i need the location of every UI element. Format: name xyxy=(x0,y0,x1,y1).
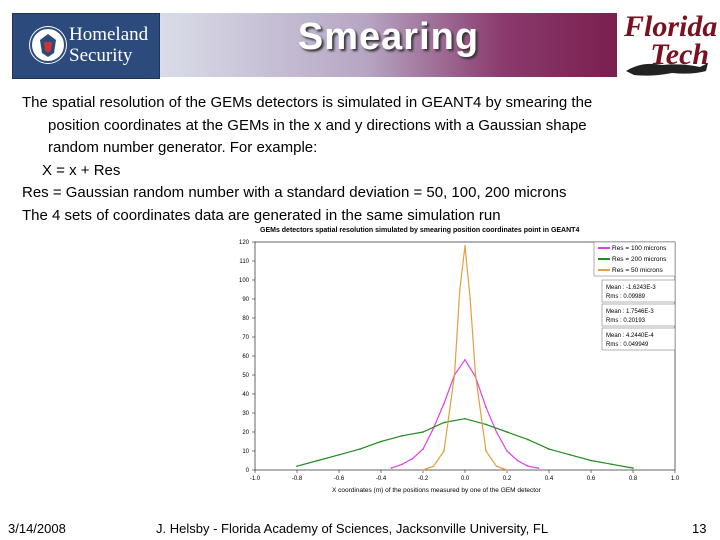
series-point-1 xyxy=(590,459,592,462)
y-tick-label: 20 xyxy=(242,430,249,436)
series-point-1 xyxy=(527,438,529,441)
x-tick-label: 1.0 xyxy=(671,476,680,482)
y-tick-label: 80 xyxy=(242,316,249,322)
body-line-6: The 4 sets of coordinates data are gener… xyxy=(22,206,501,224)
slide-title: Smearing xyxy=(297,16,480,58)
body-line-5: Res = Gaussian random number with a stan… xyxy=(22,184,567,201)
series-point-2 xyxy=(495,465,498,467)
series-point-2 xyxy=(485,450,487,452)
y-tick-label: 40 xyxy=(242,392,249,398)
body-line-1: The spatial resolution of the GEMs detec… xyxy=(22,94,593,111)
series-point-1 xyxy=(359,448,361,450)
series-point-0 xyxy=(422,448,424,450)
x-tick-label: -0.6 xyxy=(334,476,345,482)
y-tick-label: 50 xyxy=(242,373,249,379)
series-point-0 xyxy=(506,450,508,452)
series-point-1 xyxy=(422,431,424,433)
stats-rms-200: Rms : 0.20193 xyxy=(606,318,646,324)
y-tick-label: 0 xyxy=(246,468,250,474)
y-tick-label: 110 xyxy=(239,259,249,265)
series-point-1 xyxy=(464,417,466,420)
series-line-1 xyxy=(296,418,634,469)
series-point-2 xyxy=(506,469,508,471)
y-tick-label: 10 xyxy=(242,449,249,455)
series-point-2 xyxy=(432,465,435,467)
series-point-2 xyxy=(453,374,456,376)
y-tick-label: 120 xyxy=(239,240,250,246)
series-point-1 xyxy=(611,463,613,466)
stats-boxes: Mean : -1.6243E-3 Rms : 0.09989 Mean : 1… xyxy=(601,279,676,351)
series-point-0 xyxy=(485,406,487,409)
x-tick-label: -0.4 xyxy=(376,476,387,482)
series-point-1 xyxy=(632,467,634,469)
series-point-0 xyxy=(495,431,498,433)
title-banner xyxy=(160,13,617,77)
body-line-3: random number generator. For example: xyxy=(48,139,318,156)
series-point-0 xyxy=(390,467,393,469)
series-point-1 xyxy=(401,435,403,437)
legend: Res = 100 microns Res = 200 microns Res … xyxy=(593,241,676,277)
x-tick-label: -1.0 xyxy=(250,476,261,482)
series-point-2 xyxy=(464,245,466,247)
x-tick-label: -0.2 xyxy=(418,476,429,482)
stats-rms-50: Rms : 0.049949 xyxy=(606,342,649,348)
y-tick-label: 100 xyxy=(239,278,250,284)
series-point-0 xyxy=(401,463,403,466)
chart-title: GEMs detectors spatial resolution simula… xyxy=(260,227,579,234)
homeland-security-wordmark: Homeland Security xyxy=(69,24,149,66)
x-tick-label: 0.0 xyxy=(461,476,470,482)
series-point-2 xyxy=(422,469,424,471)
series-point-0 xyxy=(464,359,466,361)
florida-tech-logo: Florida Tech xyxy=(618,10,718,79)
resolution-histogram-chart: GEMs detectors spatial resolution simula… xyxy=(239,227,680,494)
legend-entry-50: Res = 50 microns xyxy=(612,267,664,274)
series-point-1 xyxy=(338,454,340,456)
series-point-1 xyxy=(443,421,445,424)
florida-tech-wordmark: Florida Tech xyxy=(624,10,718,71)
stats-mean-200: Mean : 1.7546E-3 xyxy=(606,309,654,315)
panther-icon xyxy=(626,63,708,76)
series-point-2 xyxy=(474,374,477,376)
series-line-0 xyxy=(391,358,539,469)
series-line-2 xyxy=(422,245,508,471)
homeland-security-logo: Homeland Security xyxy=(12,13,160,79)
footer-date: 3/14/2008 xyxy=(8,521,66,536)
y-tick-label: 60 xyxy=(242,354,249,360)
series-point-2 xyxy=(458,288,461,291)
series-point-1 xyxy=(569,454,571,456)
series-point-1 xyxy=(296,465,298,467)
stats-rms-100: Rms : 0.09989 xyxy=(606,294,646,300)
y-tick-label: 90 xyxy=(242,297,249,303)
equation-line: X = x + Res xyxy=(42,161,121,179)
x-tick-label: 0.2 xyxy=(503,476,512,482)
series-point-1 xyxy=(485,423,487,426)
series-point-0 xyxy=(527,465,529,467)
legend-entry-200: Res = 200 microns xyxy=(612,256,667,263)
x-axis-label: X coordinates (m) of the positions measu… xyxy=(332,487,542,494)
series-point-1 xyxy=(548,448,550,450)
slide-body: The spatial resolution of the GEMs detec… xyxy=(22,92,702,227)
series-point-1 xyxy=(380,440,382,443)
x-tick-label: 0.6 xyxy=(587,476,596,482)
series-point-1 xyxy=(317,459,319,462)
y-tick-label: 70 xyxy=(242,335,249,341)
body-line-2: position coordinates at the GEMs in the … xyxy=(48,116,587,134)
legend-entry-100: Res = 100 microns xyxy=(612,245,667,252)
stats-mean-100: Mean : -1.6243E-3 xyxy=(606,285,656,291)
series-point-0 xyxy=(537,467,540,469)
series-point-2 xyxy=(469,298,472,300)
y-tick-label: 30 xyxy=(242,411,249,417)
x-tick-label: 0.8 xyxy=(629,476,638,482)
dhs-seal-icon xyxy=(29,26,67,64)
series-point-0 xyxy=(516,459,519,462)
x-tick-label: 0.4 xyxy=(545,476,554,482)
series-point-1 xyxy=(506,431,508,433)
footer-page-number: 13 xyxy=(692,521,707,536)
series-point-0 xyxy=(411,457,414,460)
footer-presenter: J. Helsby - Florida Academy of Sciences,… xyxy=(156,521,549,536)
stats-mean-50: Mean : 4.2440E-4 xyxy=(606,333,654,339)
series-point-2 xyxy=(443,450,445,452)
x-tick-label: -0.8 xyxy=(292,476,303,482)
series-point-0 xyxy=(443,402,445,405)
